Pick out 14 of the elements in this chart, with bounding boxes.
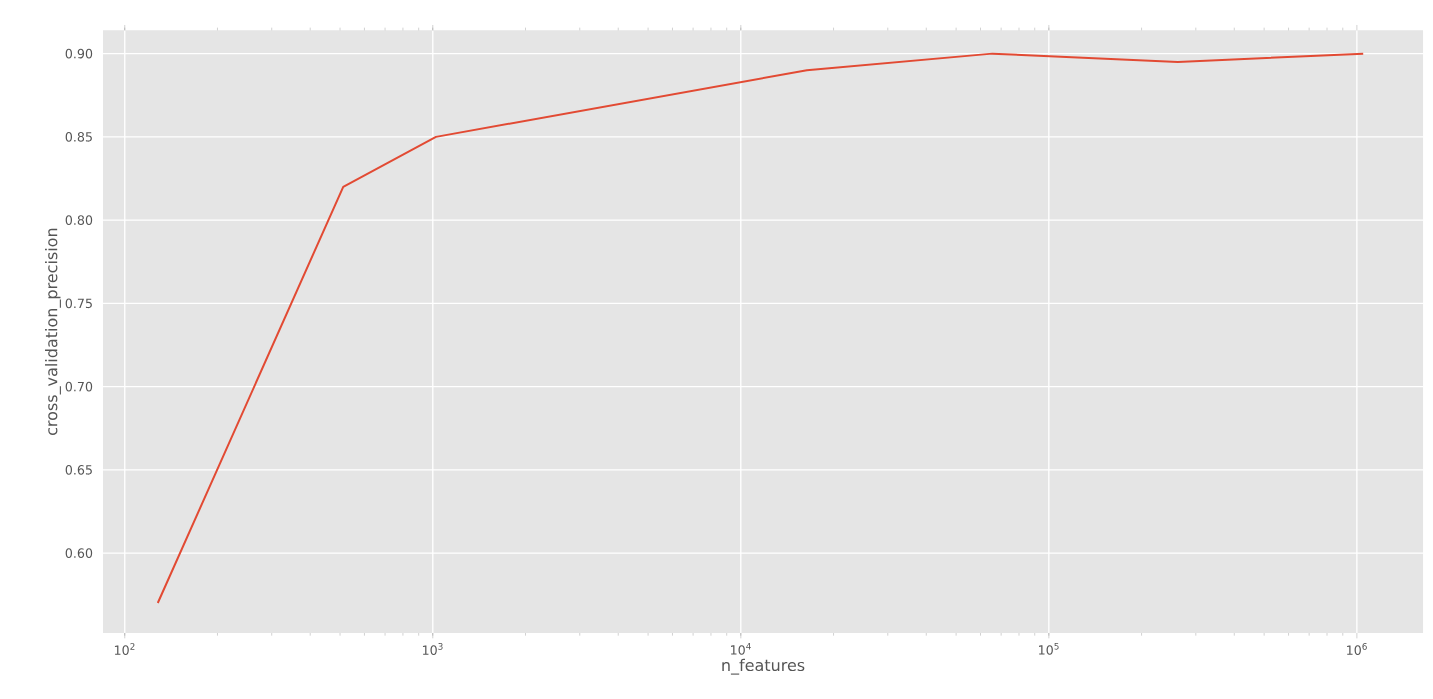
y-tick-label: 0.60 bbox=[65, 548, 93, 558]
x-tick-label: 10$^{3}$ bbox=[422, 643, 443, 655]
x-tick-label: 10$^{5}$ bbox=[1039, 643, 1059, 655]
y-tick-label: 0.85 bbox=[65, 132, 92, 142]
x-tick-label: 10$^{4}$ bbox=[731, 643, 751, 655]
y-tick-label: 0.65 bbox=[65, 465, 92, 475]
y-tick-label: 0.80 bbox=[65, 215, 93, 225]
y-tick-label: 0.75 bbox=[65, 298, 92, 309]
y-axis-title: cross_validation_precision bbox=[45, 228, 61, 435]
y-tick-label: 0.70 bbox=[65, 381, 93, 392]
x-tick-label: 10$^{6}$ bbox=[1347, 643, 1367, 655]
x-tick-label: 10$^{2}$ bbox=[114, 643, 135, 655]
y-tick-label: 0.90 bbox=[65, 48, 93, 59]
x-axis-title: n_features bbox=[722, 658, 805, 675]
